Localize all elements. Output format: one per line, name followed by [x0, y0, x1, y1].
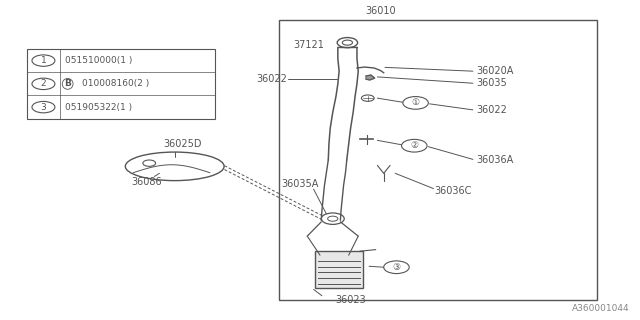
Text: A360001044: A360001044	[572, 304, 629, 313]
Polygon shape	[366, 75, 375, 80]
Text: 1: 1	[40, 56, 46, 65]
Text: 2: 2	[40, 79, 46, 88]
Bar	[316, 251, 363, 288]
Text: B: B	[64, 79, 71, 88]
Text: 37121: 37121	[294, 40, 324, 50]
Text: 36023: 36023	[335, 295, 366, 305]
Text: 3: 3	[40, 103, 46, 112]
Text: 010008160(2 ): 010008160(2 )	[82, 79, 149, 88]
Text: ②: ②	[410, 141, 419, 150]
Text: 36035A: 36035A	[281, 179, 318, 189]
Text: 36022: 36022	[476, 105, 507, 115]
Text: ①: ①	[412, 99, 420, 108]
Text: 36086: 36086	[131, 177, 162, 187]
Text: 36025D: 36025D	[164, 139, 202, 149]
Text: 051510000(1 ): 051510000(1 )	[65, 56, 132, 65]
Text: 36036A: 36036A	[476, 155, 513, 165]
Bar	[278, 20, 597, 300]
Bar	[27, 49, 215, 119]
Text: 051905322(1 ): 051905322(1 )	[65, 103, 132, 112]
Text: 36036C: 36036C	[435, 186, 472, 196]
Text: ③: ③	[392, 263, 401, 272]
Text: 36010: 36010	[365, 6, 396, 16]
Text: 36022: 36022	[256, 74, 287, 84]
Text: 36035: 36035	[476, 78, 507, 88]
Text: 36020A: 36020A	[476, 66, 513, 76]
